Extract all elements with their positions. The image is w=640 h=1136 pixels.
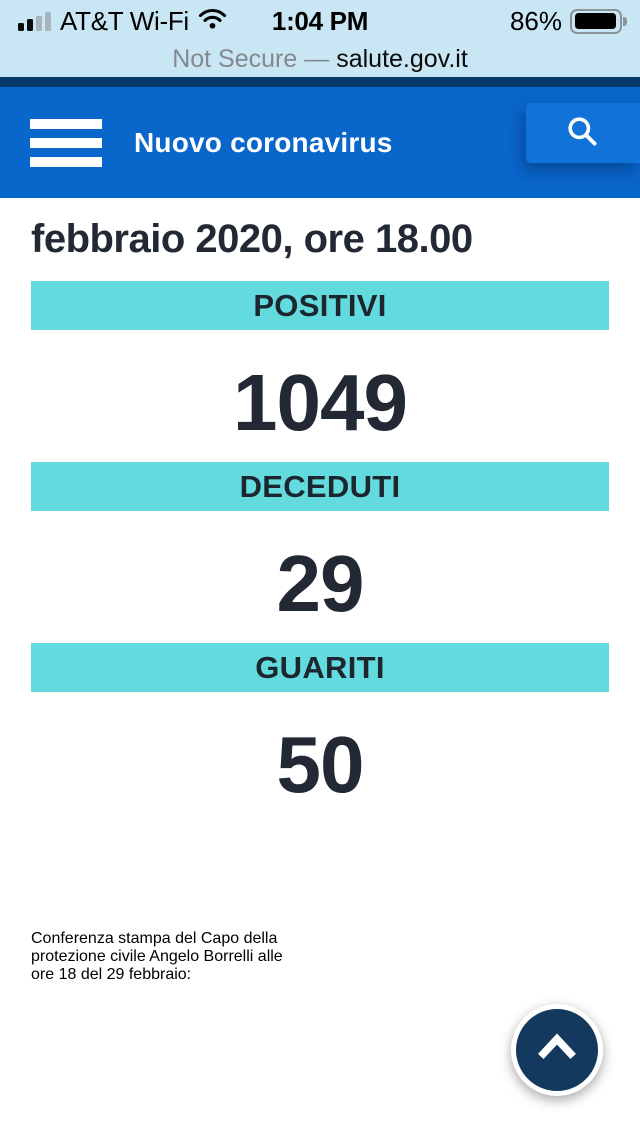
paragraph-line: protezione civile Angelo Borrelli alle: [31, 948, 283, 965]
site-header: Nuovo coronavirus: [0, 87, 640, 198]
stat-value-guariti: 50: [276, 720, 365, 809]
stat-value-deceduti: 29: [276, 539, 365, 628]
status-bar-left: AT&T Wi-Fi: [18, 6, 227, 37]
wifi-icon: [198, 8, 227, 35]
battery-percent-label: 86%: [509, 5, 562, 36]
hamburger-menu-icon[interactable]: [30, 118, 102, 167]
search-icon: [565, 114, 601, 153]
chevron-up-icon: [535, 1033, 579, 1063]
page-url: salute.gov.it: [336, 45, 468, 73]
battery-icon: [570, 8, 627, 34]
stat-value-positivi: 1049: [233, 358, 408, 447]
status-bar-right: 86%: [509, 5, 627, 37]
header-top-accent-strip: [0, 77, 640, 87]
page-content: febbraio 2020, ore 18.00 POSITIVI 1049 D…: [0, 213, 640, 984]
carrier-label: AT&T Wi-Fi: [60, 5, 189, 36]
paragraph-line: Conferenza stampa del Capo della: [31, 930, 278, 947]
cellular-signal-icon: [18, 11, 51, 31]
update-heading: febbraio 2020, ore 18.00: [31, 217, 473, 261]
search-button[interactable]: [526, 103, 640, 163]
stat-banner-positivi: POSITIVI: [31, 281, 609, 330]
safari-top-chrome: AT&T Wi-Fi 1:04 PM 86% Not Secure —: [0, 0, 640, 77]
paragraph-line: ore 18 del 29 febbraio:: [31, 966, 192, 983]
not-secure-label: Not Secure —: [172, 45, 330, 73]
status-bar: AT&T Wi-Fi 1:04 PM 86%: [0, 0, 640, 42]
scroll-to-top-button[interactable]: [511, 1004, 603, 1096]
stat-banner-deceduti: DECEDUTI: [31, 462, 609, 511]
stat-banner-guariti: GUARITI: [31, 643, 609, 692]
site-title: Nuovo coronavirus: [134, 126, 393, 158]
safari-address-bar[interactable]: Not Secure — salute.gov.it: [0, 42, 640, 77]
